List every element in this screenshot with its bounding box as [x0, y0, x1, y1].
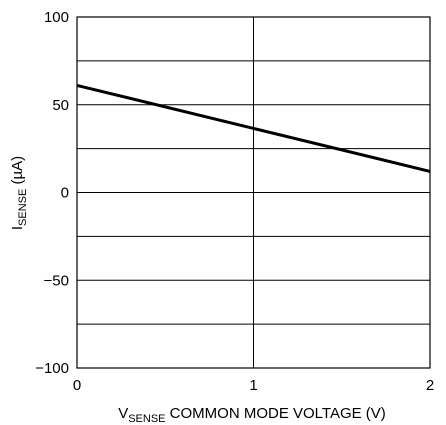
plot-area-frame — [76, 16, 431, 369]
y-axis-label-rest: (µA) — [9, 156, 26, 189]
y-tick-labels: 100 50 0 −50 −100 — [35, 9, 69, 377]
x-axis-label-rest: COMMON MODE VOLTAGE (V) — [166, 405, 386, 422]
x-axis-label-subscript: SENSE — [128, 413, 165, 425]
x-tick-label: 1 — [249, 377, 257, 394]
x-tick-label: 0 — [73, 377, 81, 394]
x-tick-labels: 0 1 2 — [73, 377, 434, 394]
y-tick-label: −50 — [44, 272, 69, 289]
y-tick-label: −100 — [35, 360, 69, 377]
x-axis-label: VSENSE COMMON MODE VOLTAGE (V) — [118, 405, 386, 425]
y-axis-label: ISENSE (µA) — [9, 156, 29, 230]
series-layer — [76, 83, 431, 173]
y-axis-label-subscript: SENSE — [17, 189, 29, 226]
y-axis-label-prefix: I — [9, 226, 26, 230]
y-tick-label: 0 — [61, 185, 69, 202]
x-axis-label-prefix: V — [118, 405, 128, 422]
y-tick-label: 50 — [52, 97, 69, 114]
x-tick-label: 2 — [426, 377, 434, 394]
grid — [76, 16, 431, 369]
series-line — [76, 83, 431, 173]
y-tick-label: 100 — [44, 9, 69, 26]
